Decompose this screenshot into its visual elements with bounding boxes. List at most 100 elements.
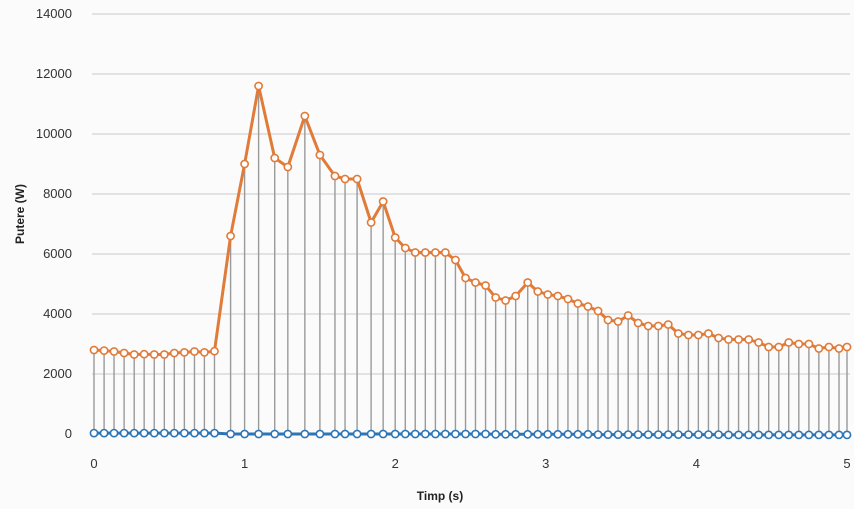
lower-series-point: [380, 430, 387, 437]
lower-series-point: [554, 431, 561, 438]
lower-series-point: [141, 430, 148, 437]
upper-series-point: [171, 349, 178, 356]
upper-series-point: [100, 347, 107, 354]
upper-series-point: [625, 312, 632, 319]
upper-series-point: [604, 316, 611, 323]
upper-series-point: [472, 279, 479, 286]
lower-series-point: [316, 430, 323, 437]
lower-series-point: [201, 430, 208, 437]
upper-series-point: [715, 334, 722, 341]
upper-series-point: [462, 274, 469, 281]
series-lines: [94, 86, 847, 435]
drop-lines: [94, 90, 847, 432]
upper-series-point: [131, 351, 138, 358]
upper-series-point: [301, 112, 308, 119]
upper-series-point: [353, 175, 360, 182]
upper-series-point: [524, 279, 531, 286]
upper-series-point: [815, 345, 822, 352]
upper-series-point: [442, 249, 449, 256]
y-tick-label: 6000: [43, 246, 72, 261]
lower-series-point: [241, 430, 248, 437]
x-axis-ticks: 0 1 2 3 4 5: [90, 456, 850, 471]
upper-series-point: [675, 330, 682, 337]
upper-series-point: [775, 343, 782, 350]
upper-series-point: [151, 351, 158, 358]
upper-series-point: [110, 348, 117, 355]
y-tick-label: 0: [65, 426, 72, 441]
lower-series-point: [604, 431, 611, 438]
lower-series-point: [775, 431, 782, 438]
lower-series-point: [745, 431, 752, 438]
upper-series-point: [843, 343, 850, 350]
lower-series-point: [695, 431, 702, 438]
lower-series-point: [331, 430, 338, 437]
y-axis-ticks: 0 2000 4000 6000 8000 10000 12000 14000: [36, 6, 72, 441]
lower-series-point: [171, 430, 178, 437]
lower-series-point: [625, 431, 632, 438]
lower-series-point: [635, 431, 642, 438]
lower-series-point: [805, 431, 812, 438]
y-tick-label: 8000: [43, 186, 72, 201]
lower-series-point: [368, 430, 375, 437]
x-tick-label: 2: [392, 456, 399, 471]
upper-series-point: [512, 292, 519, 299]
lower-series-point: [121, 430, 128, 437]
upper-series-point: [785, 339, 792, 346]
upper-series-point: [191, 348, 198, 355]
upper-series-point: [614, 318, 621, 325]
upper-series-point: [755, 339, 762, 346]
lower-series-point: [341, 430, 348, 437]
lower-series-point: [211, 430, 218, 437]
x-axis-title: Timp (s): [417, 489, 463, 503]
lower-series-point: [402, 430, 409, 437]
lower-series-point: [110, 430, 117, 437]
lower-series-point: [422, 430, 429, 437]
upper-series-point: [665, 321, 672, 328]
upper-series-point: [594, 307, 601, 314]
lower-series-point: [655, 431, 662, 438]
lower-series-point: [614, 431, 621, 438]
lower-series-point: [255, 430, 262, 437]
lower-series-point: [353, 430, 360, 437]
upper-series-point: [392, 234, 399, 241]
upper-series-point: [255, 82, 262, 89]
lower-series-point: [412, 430, 419, 437]
lower-series-point: [534, 431, 541, 438]
lower-series-point: [161, 430, 168, 437]
lower-series-point: [815, 431, 822, 438]
y-tick-label: 14000: [36, 6, 72, 21]
lower-series-point: [725, 431, 732, 438]
upper-series-point: [121, 349, 128, 356]
lower-series-point: [151, 430, 158, 437]
upper-series-point: [825, 343, 832, 350]
upper-series-point: [544, 291, 551, 298]
lower-series-point: [392, 430, 399, 437]
lower-series-point: [512, 431, 519, 438]
lower-series-point: [284, 430, 291, 437]
upper-series-point: [422, 249, 429, 256]
upper-series-point: [452, 256, 459, 263]
y-tick-label: 10000: [36, 126, 72, 141]
upper-series-point: [227, 232, 234, 239]
x-tick-label: 4: [693, 456, 700, 471]
upper-series-point: [201, 349, 208, 356]
upper-series-point: [655, 322, 662, 329]
lower-series-point: [594, 431, 601, 438]
upper-series-point: [368, 219, 375, 226]
lower-series-point: [301, 430, 308, 437]
upper-series-point: [502, 297, 509, 304]
lower-series-point: [524, 431, 531, 438]
upper-series-point: [492, 294, 499, 301]
lower-series-point: [835, 431, 842, 438]
upper-series-point: [380, 198, 387, 205]
upper-series-point: [574, 300, 581, 307]
lower-series-point: [452, 430, 459, 437]
upper-series-point: [331, 172, 338, 179]
upper-series-point: [241, 160, 248, 167]
lower-series-point: [715, 431, 722, 438]
y-axis-title: Putere (W): [13, 184, 27, 244]
lower-series-point: [544, 431, 551, 438]
upper-series-point: [564, 295, 571, 302]
lower-series-point: [227, 430, 234, 437]
upper-series-point: [316, 151, 323, 158]
